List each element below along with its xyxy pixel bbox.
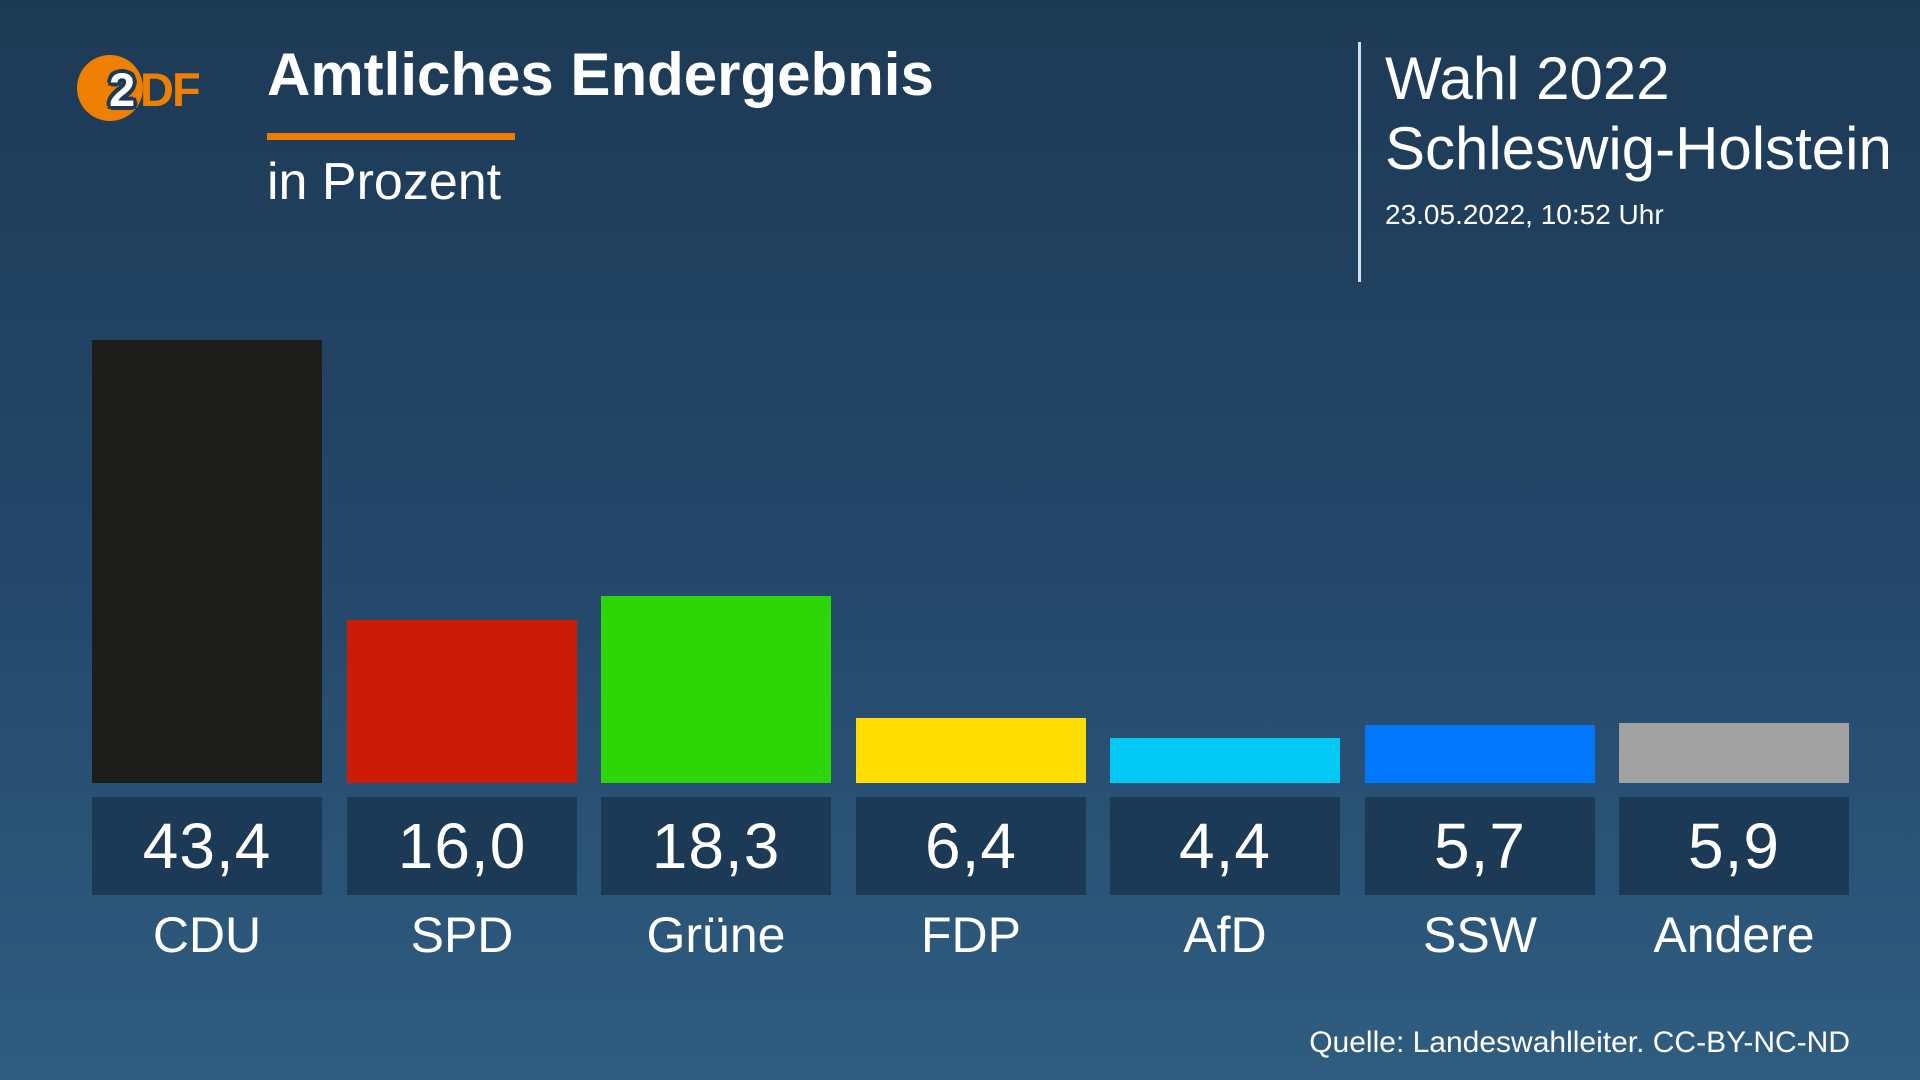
bar-ssw (1365, 725, 1595, 783)
value-label-afd: 4,4 (1179, 810, 1271, 882)
chart-column-afd: 4,4 AfD (1110, 0, 1340, 1080)
zdf-logo-circle-icon (77, 55, 143, 121)
value-box-andere: 5,9 (1619, 797, 1849, 895)
chart-column-andere: 5,9 Andere (1619, 0, 1849, 1080)
party-label-afd: AfD (1183, 907, 1267, 963)
value-label-cdu: 43,4 (142, 810, 272, 882)
chart-column-spd: 16,0 SPD (347, 0, 577, 1080)
bar-gruene (601, 596, 831, 783)
chart-column-gruene: 18,3 Grüne (601, 0, 831, 1080)
value-box-ssw: 5,7 (1365, 797, 1595, 895)
election-title-line2: Schleswig-Holstein (1385, 115, 1892, 182)
zdf-logo-glyph-df: DF (140, 63, 201, 116)
party-label-gruene: Grüne (646, 907, 786, 963)
value-box-fdp: 6,4 (856, 797, 1086, 895)
title-underline (267, 133, 515, 140)
chart-column-cdu: 43,4 CDU (92, 0, 322, 1080)
value-label-ssw: 5,7 (1434, 810, 1526, 882)
timestamp: 23.05.2022, 10:52 Uhr (1385, 199, 1664, 230)
value-box-cdu: 43,4 (92, 797, 322, 895)
party-label-cdu: CDU (152, 907, 262, 963)
page-subtitle: in Prozent (267, 153, 502, 211)
party-label-ssw: SSW (1423, 907, 1537, 963)
zdf-logo: 2 DF (0, 0, 260, 160)
party-label-fdp: FDP (921, 907, 1021, 963)
page-title: Amtliches Endergebnis (267, 41, 934, 108)
chart-column-fdp: 6,4 FDP (856, 0, 1086, 1080)
bar-fdp (856, 718, 1086, 783)
bar-spd (347, 620, 577, 783)
chart-column-ssw: 5,7 SSW (1365, 0, 1595, 1080)
value-label-gruene: 18,3 (651, 810, 781, 882)
value-box-gruene: 18,3 (601, 797, 831, 895)
zdf-logo-glyph-2: 2 (109, 63, 136, 116)
value-box-spd: 16,0 (347, 797, 577, 895)
value-label-andere: 5,9 (1688, 810, 1780, 882)
party-label-andere: Andere (1653, 907, 1815, 963)
bar-cdu (92, 340, 322, 783)
election-title-line1: Wahl 2022 (1385, 45, 1670, 112)
source-attribution: Quelle: Landeswahlleiter. CC-BY-NC-ND (1309, 1026, 1850, 1059)
bar-afd (1110, 738, 1340, 783)
party-label-spd: SPD (410, 907, 514, 963)
election-title: Wahl 2022 Schleswig-Holstein (1385, 44, 1892, 184)
value-box-afd: 4,4 (1110, 797, 1340, 895)
header-divider (1358, 42, 1361, 282)
value-label-fdp: 6,4 (925, 810, 1017, 882)
bar-andere (1619, 723, 1849, 783)
value-label-spd: 16,0 (397, 810, 527, 882)
